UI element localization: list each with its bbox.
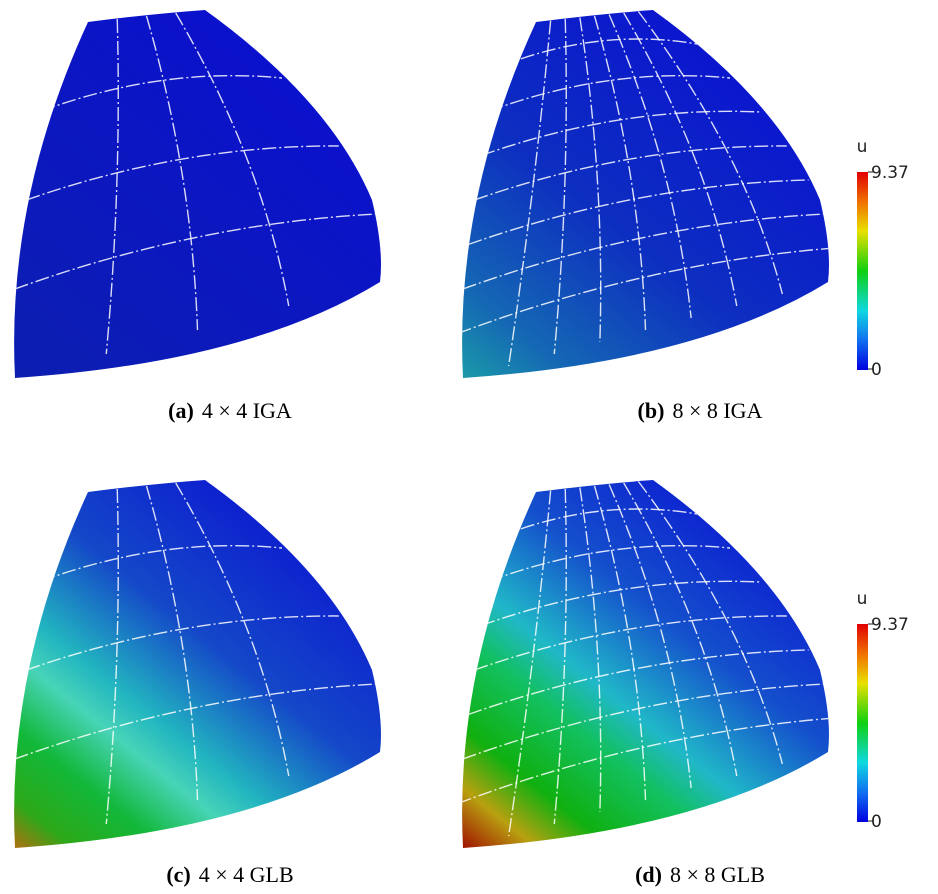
colorbar-min: 0 <box>871 360 882 380</box>
mesh-line <box>14 213 377 290</box>
mesh-line <box>26 145 339 201</box>
caption: (b) 8 × 8 IGA <box>638 398 763 423</box>
mesh-line <box>462 683 825 760</box>
colorbar: u 9.37 0 <box>857 137 909 380</box>
mesh-line <box>468 179 809 246</box>
caption-text: 4 × 4 GLB <box>199 862 294 887</box>
caption-text: 4 × 4 IGA <box>202 398 292 423</box>
mesh-line <box>507 20 552 367</box>
colorbar-title: u <box>857 589 868 609</box>
mesh-lines <box>14 12 377 355</box>
mesh-line <box>637 11 784 295</box>
caption: (c) 4 × 4 GLB <box>166 862 293 887</box>
mesh-line <box>175 482 290 777</box>
mesh-line <box>145 15 199 331</box>
mesh-line <box>462 717 829 805</box>
mesh-line <box>579 487 602 813</box>
mesh-line <box>41 544 283 582</box>
colorbar: u 9.37 0 <box>857 589 909 832</box>
mesh-line <box>145 485 199 801</box>
mesh-line <box>499 38 698 68</box>
mesh-line <box>499 508 698 538</box>
caption-label: (c) <box>166 862 190 887</box>
mesh-line <box>468 649 809 716</box>
mesh-lines <box>462 11 829 367</box>
mesh-line <box>553 18 567 355</box>
mesh-line <box>474 145 787 201</box>
mesh-line <box>14 683 377 760</box>
caption-label: (b) <box>638 398 665 423</box>
mesh-line <box>593 15 647 331</box>
caption-label: (d) <box>635 862 662 887</box>
mesh-line <box>579 17 602 343</box>
colorbar-title: u <box>857 137 868 157</box>
mesh-lines <box>14 482 377 825</box>
colorbar-max: 9.37 <box>871 163 909 183</box>
panel-a <box>14 10 381 378</box>
mesh-line <box>553 488 567 825</box>
caption-text: 8 × 8 GLB <box>670 862 765 887</box>
mesh-line <box>474 615 787 671</box>
panel-d <box>462 480 829 848</box>
mesh-line <box>481 110 761 157</box>
mesh-line <box>41 74 283 112</box>
caption: (d) 8 × 8 GLB <box>635 862 765 887</box>
mesh-line <box>105 18 119 355</box>
mesh-line <box>623 12 738 307</box>
mesh-line <box>462 213 825 290</box>
mesh-line <box>26 615 339 671</box>
mesh-line <box>462 247 829 335</box>
mesh-line <box>507 490 552 837</box>
mesh-line <box>105 488 119 825</box>
mesh-line <box>608 484 692 789</box>
caption-text: 8 × 8 IGA <box>672 398 762 423</box>
mesh-line <box>637 481 784 765</box>
panel-b <box>462 10 829 378</box>
caption-label: (a) <box>168 398 194 423</box>
colorbar-min: 0 <box>871 812 882 832</box>
mesh-line <box>593 485 647 801</box>
mesh-line <box>608 14 692 319</box>
mesh-line <box>481 580 761 627</box>
caption: (a) 4 × 4 IGA <box>168 398 292 423</box>
mesh-line <box>489 74 731 112</box>
mesh-line <box>489 544 731 582</box>
mesh-line <box>175 12 290 307</box>
mesh-line <box>623 482 738 777</box>
mesh-lines <box>462 481 829 837</box>
panel-c <box>14 480 381 848</box>
colorbar-max: 9.37 <box>871 615 909 635</box>
